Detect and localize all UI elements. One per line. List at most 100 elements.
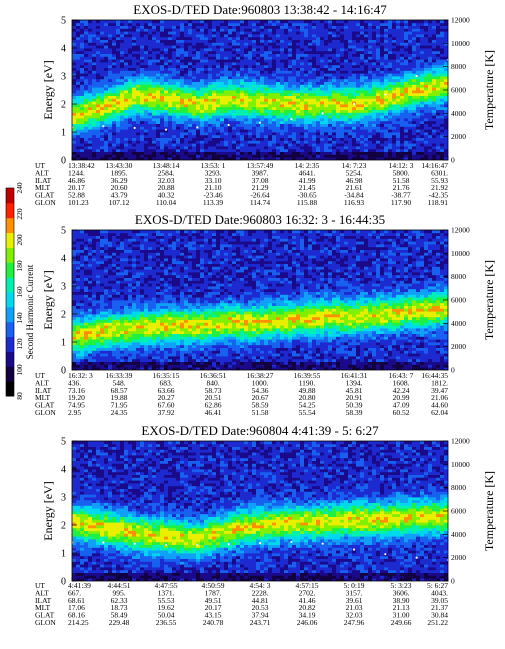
spectrogram-cell <box>136 148 141 152</box>
spectrogram-cell <box>356 118 361 122</box>
spectrogram-cell <box>112 129 117 133</box>
spectrogram-cell <box>156 151 161 155</box>
spectrogram-cell <box>316 39 321 43</box>
spectrogram-cell <box>384 154 389 158</box>
spectrogram-cell <box>328 45 333 49</box>
spectrogram-cell <box>424 56 429 60</box>
spectrogram-cell <box>76 129 81 133</box>
spectrogram-cell <box>220 28 225 32</box>
spectrogram-cell <box>344 137 349 141</box>
spectrogram-cell <box>324 148 329 152</box>
spectrogram-cell <box>312 98 317 102</box>
spectrogram-cell <box>288 132 293 136</box>
spectrogram-cell <box>140 157 145 160</box>
spectrogram-cell <box>420 95 425 99</box>
spectrogram-cell <box>276 20 281 24</box>
spectrogram-cell <box>356 45 361 49</box>
spectrogram-cell <box>168 73 173 77</box>
spectrogram-cell <box>128 78 133 82</box>
spectrogram-cell <box>72 311 77 315</box>
spectrogram-cell <box>280 143 285 147</box>
spectrogram-cell <box>408 123 413 127</box>
spectrogram-cell <box>76 92 81 96</box>
spectrogram-cell <box>80 367 85 370</box>
spectrogram-cell <box>160 118 165 122</box>
spectrogram-cell <box>344 31 349 35</box>
spectrogram-cell <box>440 22 445 26</box>
spectrogram-cells <box>72 20 448 160</box>
spectrogram-cell <box>104 25 109 29</box>
spectrogram-cell <box>376 48 381 52</box>
spectrogram-cell <box>292 104 297 108</box>
spectrogram-cell <box>356 95 361 99</box>
spectrogram-cell <box>304 134 309 138</box>
spectrogram-cell <box>408 106 413 110</box>
spectrogram-cell <box>260 87 265 91</box>
spectrogram-cell <box>204 126 209 130</box>
spectrogram-cell <box>140 104 145 108</box>
spectrogram-cell <box>308 45 313 49</box>
spectrogram-cell <box>332 92 337 96</box>
spectrogram-cell <box>112 70 117 74</box>
spectrogram-cell <box>280 87 285 91</box>
spectrogram-cell <box>160 81 165 85</box>
spectrogram-cell <box>328 59 333 63</box>
spectrogram-cell <box>404 76 409 80</box>
spectrogram-cell <box>112 120 117 124</box>
spectrogram-cell <box>72 294 77 298</box>
spectrogram-cell <box>72 347 77 351</box>
spectrogram-cell <box>140 84 145 88</box>
spectrogram-cell <box>152 39 157 43</box>
energy-tick-label: 5 <box>61 16 66 27</box>
spectrogram-cell <box>364 98 369 102</box>
spectrogram-cell <box>76 291 81 295</box>
spectrogram-cell <box>148 42 153 46</box>
spectrogram-cell <box>348 45 353 49</box>
spectrogram-cell <box>208 140 213 144</box>
spectrogram-cell <box>284 34 289 38</box>
spectrogram-cell <box>316 109 321 113</box>
spectrogram-cell <box>380 81 385 85</box>
spectrogram-cell <box>296 118 301 122</box>
spectrogram-cell <box>160 120 165 124</box>
spectrogram-cell <box>152 73 157 77</box>
spectrogram-cell <box>156 120 161 124</box>
spectrogram-cell <box>116 126 121 130</box>
spectrogram-cell <box>280 64 285 68</box>
spectrogram-cell <box>228 64 233 68</box>
spectrogram-cell <box>404 143 409 147</box>
spectrogram-cell <box>296 129 301 133</box>
spectrogram-cell <box>72 62 77 66</box>
spectrogram-cell <box>112 118 117 122</box>
spectrogram-cell <box>180 126 185 130</box>
spectrogram-cell <box>188 140 193 144</box>
spectrogram-cell <box>120 45 125 49</box>
spectrogram-cell <box>392 25 397 29</box>
spectrogram-cell <box>208 132 213 136</box>
spectrogram-cell <box>240 146 245 150</box>
spectrogram-cell <box>160 104 165 108</box>
spectrogram-cell <box>216 98 221 102</box>
spectrogram-cell <box>392 140 397 144</box>
spectrogram-cell <box>260 137 265 141</box>
spectrogram-cell <box>148 31 153 35</box>
spectrogram-cell <box>104 20 109 24</box>
spectrogram-cell <box>72 36 77 40</box>
spectrogram-cell <box>172 20 177 24</box>
spectrogram-cell <box>280 22 285 26</box>
spectrogram-cell <box>288 87 293 91</box>
spectrogram-cell <box>424 118 429 122</box>
spectrogram-cell <box>236 157 241 160</box>
spectrogram-cell <box>240 50 245 54</box>
spectrogram-cell <box>264 148 269 152</box>
spectrogram-cell <box>140 112 145 116</box>
spectrogram-cell <box>192 59 197 63</box>
spectrogram-cell <box>256 59 261 63</box>
spectrogram-cell <box>300 95 305 99</box>
spectrogram-cell <box>224 90 229 94</box>
spectrogram-cell <box>252 59 257 63</box>
spectrogram-cell <box>244 70 249 74</box>
spectrogram-cell <box>368 143 373 147</box>
spectrogram-cell <box>352 28 357 32</box>
spectrogram-cell <box>268 67 273 71</box>
